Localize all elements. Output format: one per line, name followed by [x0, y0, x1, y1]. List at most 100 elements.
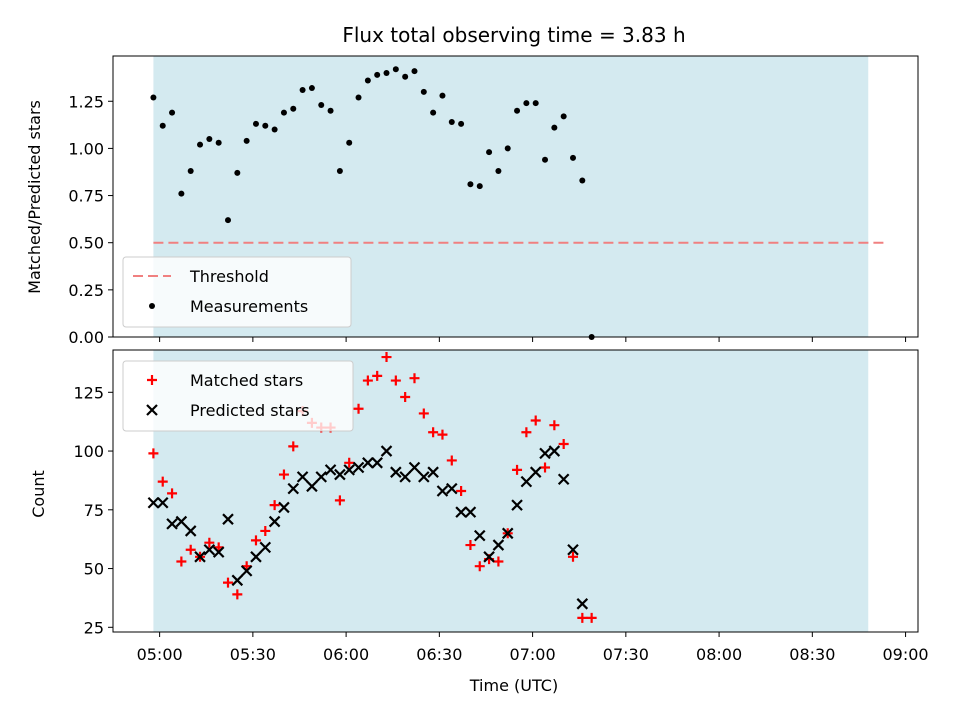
- matched-star-point: [465, 540, 476, 551]
- matched-star-point: [493, 556, 504, 567]
- legend-label: Matched stars: [190, 371, 303, 390]
- measurement-point: [234, 169, 241, 176]
- matched-star-point: [568, 551, 578, 562]
- measurement-point: [336, 168, 343, 175]
- measurement-point: [579, 177, 586, 184]
- measurement-point: [542, 156, 549, 163]
- measurement-point: [420, 88, 427, 95]
- y-tick-label: 0.50: [68, 234, 104, 253]
- predicted-star-point: [296, 471, 309, 483]
- matched-star-point: [269, 500, 280, 511]
- y-tick-label: 0.75: [68, 187, 104, 206]
- measurement-point: [514, 107, 521, 114]
- matched-star-point: [185, 544, 196, 555]
- predicted-star-point: [399, 471, 411, 483]
- matched-star-point: [409, 373, 420, 384]
- matched-star-point: [334, 495, 345, 506]
- measurement-point: [551, 124, 558, 131]
- predicted-star-point: [408, 461, 421, 474]
- matched-star-point: [586, 612, 597, 623]
- measurement-point: [532, 100, 539, 107]
- legend-label: Predicted stars: [190, 401, 310, 420]
- measurement-point: [252, 120, 259, 127]
- matched-star-point: [176, 556, 187, 567]
- axes-frame: [112, 349, 919, 633]
- matched-star-point: [418, 408, 429, 419]
- y-tick-label: 0.25: [68, 281, 104, 300]
- y-tick-label: 50: [84, 560, 104, 579]
- predicted-star-point: [147, 496, 160, 509]
- x-tick-label: 07:30: [603, 645, 649, 664]
- predicted-star-point: [418, 471, 430, 483]
- matched-star-point: [148, 448, 159, 459]
- x-tick-label: 08:00: [696, 645, 742, 664]
- matched-star-point: [521, 427, 532, 438]
- predicted-star-point: [175, 515, 188, 528]
- matched-star-point: [549, 420, 560, 431]
- matched-star-point: [558, 439, 569, 449]
- matched-star-point: [260, 525, 271, 536]
- predicted-star-point: [557, 473, 570, 486]
- matched-star-point: [372, 370, 383, 381]
- matched-star-point: [232, 589, 243, 600]
- legend-box: [122, 256, 352, 328]
- measurement-point: [290, 105, 297, 112]
- x-tick-label: 08:30: [789, 645, 835, 664]
- measurement-point: [458, 120, 465, 127]
- predicted-star-point: [324, 464, 337, 476]
- matched-star-point: [278, 469, 289, 480]
- measurement-point: [383, 69, 390, 76]
- matched-star-point: [390, 375, 401, 386]
- measurement-point: [346, 139, 353, 146]
- measurement-point: [159, 122, 166, 129]
- matched-star-point: [288, 441, 299, 452]
- predicted-star-point: [231, 574, 244, 587]
- measurement-point: [243, 137, 250, 144]
- legend-matched-swatch: [147, 375, 157, 385]
- predicted-star-point: [315, 471, 328, 483]
- y-tick-label: 125: [73, 383, 104, 402]
- matched-star-point: [167, 488, 178, 499]
- matched-star-point: [428, 427, 439, 438]
- predicted-star-point: [501, 527, 514, 540]
- measurement-point: [402, 73, 409, 80]
- measurement-point: [560, 113, 567, 120]
- measurement-point: [504, 145, 511, 152]
- predicted-star-point: [464, 506, 477, 518]
- predicted-star-point: [352, 461, 365, 474]
- predicted-star-point: [184, 525, 197, 537]
- matched-star-point: [223, 577, 233, 588]
- y-tick-label: 1.25: [68, 92, 104, 111]
- predicted-star-point: [287, 482, 300, 495]
- chart-title: Flux total observing time = 3.83 h: [342, 23, 685, 47]
- legend-measurement-swatch: [149, 303, 155, 309]
- measurement-point: [364, 77, 371, 84]
- predicted-star-point: [212, 546, 225, 558]
- matched-star-point: [250, 535, 261, 546]
- matched-star-point: [204, 537, 215, 548]
- legend-label: Measurements: [190, 297, 308, 316]
- predicted-star-point: [222, 513, 234, 525]
- measurement-point: [439, 92, 446, 99]
- predicted-star-point: [455, 506, 467, 518]
- measurement-point: [486, 149, 493, 156]
- matched-star-point: [344, 457, 355, 468]
- measurement-point: [187, 168, 194, 175]
- measurement-point: [280, 109, 287, 116]
- predicted-star-point: [343, 464, 355, 476]
- measurement-point: [150, 94, 157, 101]
- matched-star-point: [512, 464, 523, 475]
- measurement-point: [430, 109, 437, 116]
- predicted-star-point: [446, 482, 458, 495]
- predicted-star-point: [483, 551, 495, 563]
- legend-predicted-swatch: [146, 404, 158, 416]
- matched-star-point: [456, 486, 467, 496]
- y-tick-label: 75: [84, 501, 104, 520]
- matched-star-point: [157, 476, 168, 487]
- axes-frame: [112, 55, 919, 338]
- y-tick-label: 25: [84, 618, 104, 637]
- measurement-point: [476, 183, 483, 190]
- predicted-star-point: [567, 543, 579, 556]
- predicted-star-point: [436, 485, 449, 497]
